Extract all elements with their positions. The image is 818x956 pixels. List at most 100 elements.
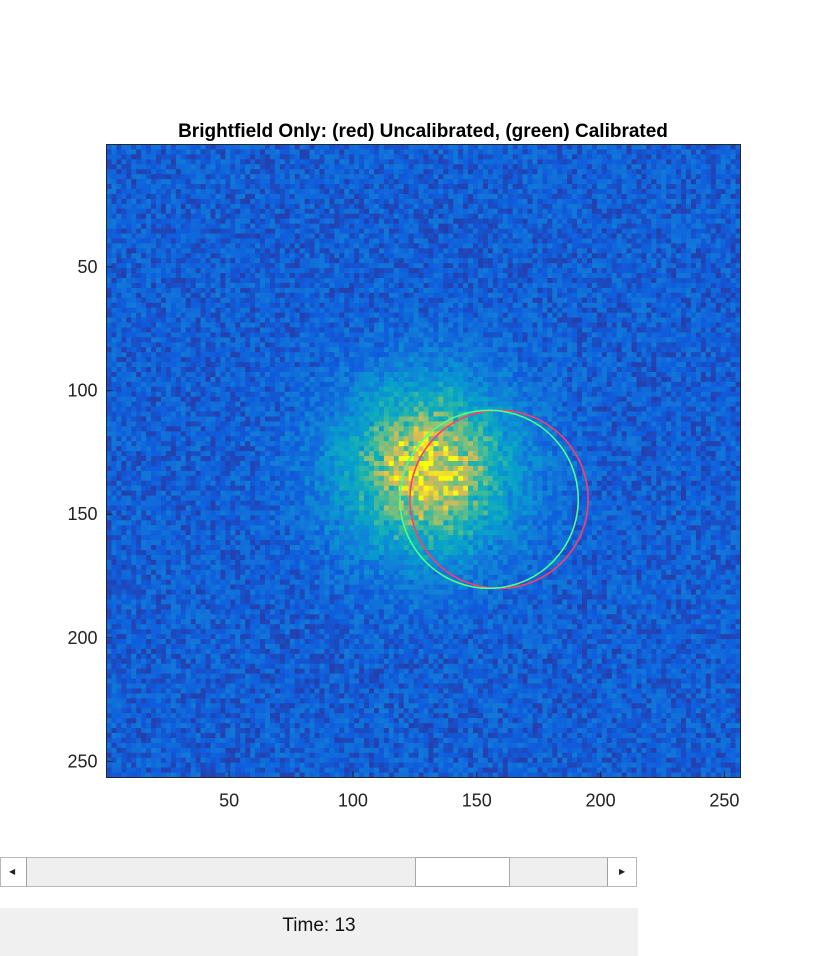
heatmap-cell [304,228,310,234]
heatmap-cell [527,317,533,323]
heatmap-cell [596,278,603,284]
heatmap-cell [260,248,266,254]
heatmap-cell [141,302,147,309]
heatmap-cell [269,159,276,165]
heatmap-cell [398,198,405,205]
heatmap-cell [136,193,142,200]
heatmap-cell [403,302,410,309]
heatmap-cell [567,154,573,160]
heatmap-cell [586,238,593,244]
heatmap-cell [715,189,722,195]
heatmap-cell [596,253,603,259]
heatmap-cell [725,213,731,220]
heatmap-cell [349,208,355,215]
heatmap-cell [463,238,469,244]
heatmap-cell [170,203,177,210]
heatmap-cell [205,189,211,195]
heatmap-cell [710,287,717,294]
heatmap-cell [359,184,365,190]
heatmap-cell [136,154,142,160]
heatmap-cell [413,154,419,160]
heatmap-cell [507,169,514,175]
heatmap-cell [562,164,568,170]
heatmap-cell [656,179,662,185]
heatmap-cell [453,278,459,284]
heatmap-cell [309,297,315,304]
heatmap-cell [180,169,187,175]
heatmap-cell [373,184,380,190]
heatmap-cell [527,228,533,234]
heatmap-cell [666,317,672,323]
heatmap-cell [205,179,211,185]
heatmap-cell [220,287,226,294]
heatmap-cell [656,193,662,200]
heatmap-cell [690,287,697,294]
heatmap-cell [453,273,459,279]
heatmap-cell [354,179,360,185]
heatmap-cell [646,144,652,150]
heatmap-cell [433,263,439,269]
heatmap-cell [165,317,172,323]
heatmap-cell [463,213,469,220]
heatmap-cell [205,332,211,338]
heatmap-cell [651,253,657,259]
heatmap-cell [403,189,410,195]
heatmap-cell [557,268,563,274]
heatmap-cell [512,198,519,205]
heatmap-cell [369,223,375,229]
heatmap-cell [453,282,459,289]
heatmap-cell [220,282,226,289]
heatmap-cell [636,154,642,160]
heatmap-cell [364,213,370,220]
heatmap-cell [497,253,504,259]
heatmap-cell [255,154,261,160]
heatmap-cell [225,268,231,274]
heatmap-cell [289,228,296,234]
heatmap-cell [428,282,434,289]
heatmap-cell [641,174,647,180]
heatmap-cell [106,184,112,190]
heatmap-cell [582,164,588,170]
heatmap-cell [527,258,533,264]
heatmap-cell [260,159,266,165]
heatmap-cell [136,208,142,215]
heatmap-cell [586,223,593,229]
heatmap-cell [512,223,519,229]
heatmap-cell [532,233,538,239]
heatmap-cell [240,193,246,200]
heatmap-cell [492,208,499,215]
heatmap-cell [314,282,320,289]
heatmap-cell [532,322,538,328]
heatmap-cell [364,297,370,304]
heatmap-cell [165,302,172,309]
heatmap-cell [725,263,731,269]
heatmap-cell [146,218,152,225]
heatmap-cell [537,243,543,249]
heatmap-cell [388,273,395,279]
heatmap-cell [651,297,657,304]
heatmap-cell [170,184,177,190]
heatmap-cell [413,238,419,244]
heatmap-cell [116,149,122,155]
heatmap-cell [334,278,340,284]
heatmap-cell [369,292,375,299]
heatmap-cell [537,228,543,234]
heatmap-cell [245,238,251,244]
heatmap-cell [344,238,350,244]
heatmap-cell [671,268,677,274]
heatmap-cell [641,268,647,274]
heatmap-cell [438,258,444,264]
heatmap-image[interactable] [106,144,741,778]
heatmap-cell [611,278,618,284]
heatmap-cell [690,278,697,284]
heatmap-cell [507,332,514,338]
heatmap-cell [274,263,281,269]
heatmap-cell [156,253,162,259]
heatmap-cell [309,327,315,333]
heatmap-cell [260,223,266,229]
heatmap-cell [230,248,236,254]
heatmap-cell [641,164,647,170]
heatmap-cell [497,268,504,274]
heatmap-cell [502,238,509,244]
heatmap-cell [661,297,667,304]
